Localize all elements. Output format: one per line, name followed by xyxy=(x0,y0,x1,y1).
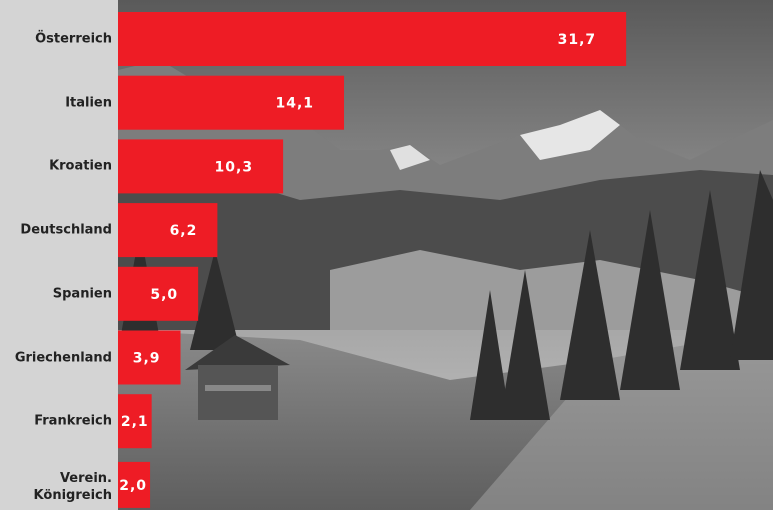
bar xyxy=(118,139,283,193)
category-label: Frankreich xyxy=(0,413,112,430)
category-label: Österreich xyxy=(0,31,112,48)
category-label: Griechenland xyxy=(0,349,112,366)
category-label: Spanien xyxy=(0,285,112,302)
value-label: 10,3 xyxy=(215,159,254,175)
value-label: 2,0 xyxy=(119,478,147,494)
value-label: 14,1 xyxy=(275,96,314,112)
value-label: 31,7 xyxy=(558,32,597,48)
value-label: 5,0 xyxy=(150,287,178,303)
category-label: Italien xyxy=(0,94,112,111)
value-label: 3,9 xyxy=(133,351,161,367)
chart: 31,7 14,1 10,3 6,2 5,0 3,9 2,1 2,0 Österreich It… xyxy=(0,0,773,510)
bar xyxy=(118,12,626,66)
chart-svg: 31,7 14,1 10,3 6,2 5,0 3,9 2,1 2,0 xyxy=(0,0,773,510)
category-label: Verein. Königreich xyxy=(0,470,112,504)
bar xyxy=(118,203,217,257)
value-label: 6,2 xyxy=(170,223,198,239)
category-label: Deutschland xyxy=(0,222,112,239)
value-label: 2,1 xyxy=(121,414,149,430)
category-label: Kroatien xyxy=(0,158,112,175)
